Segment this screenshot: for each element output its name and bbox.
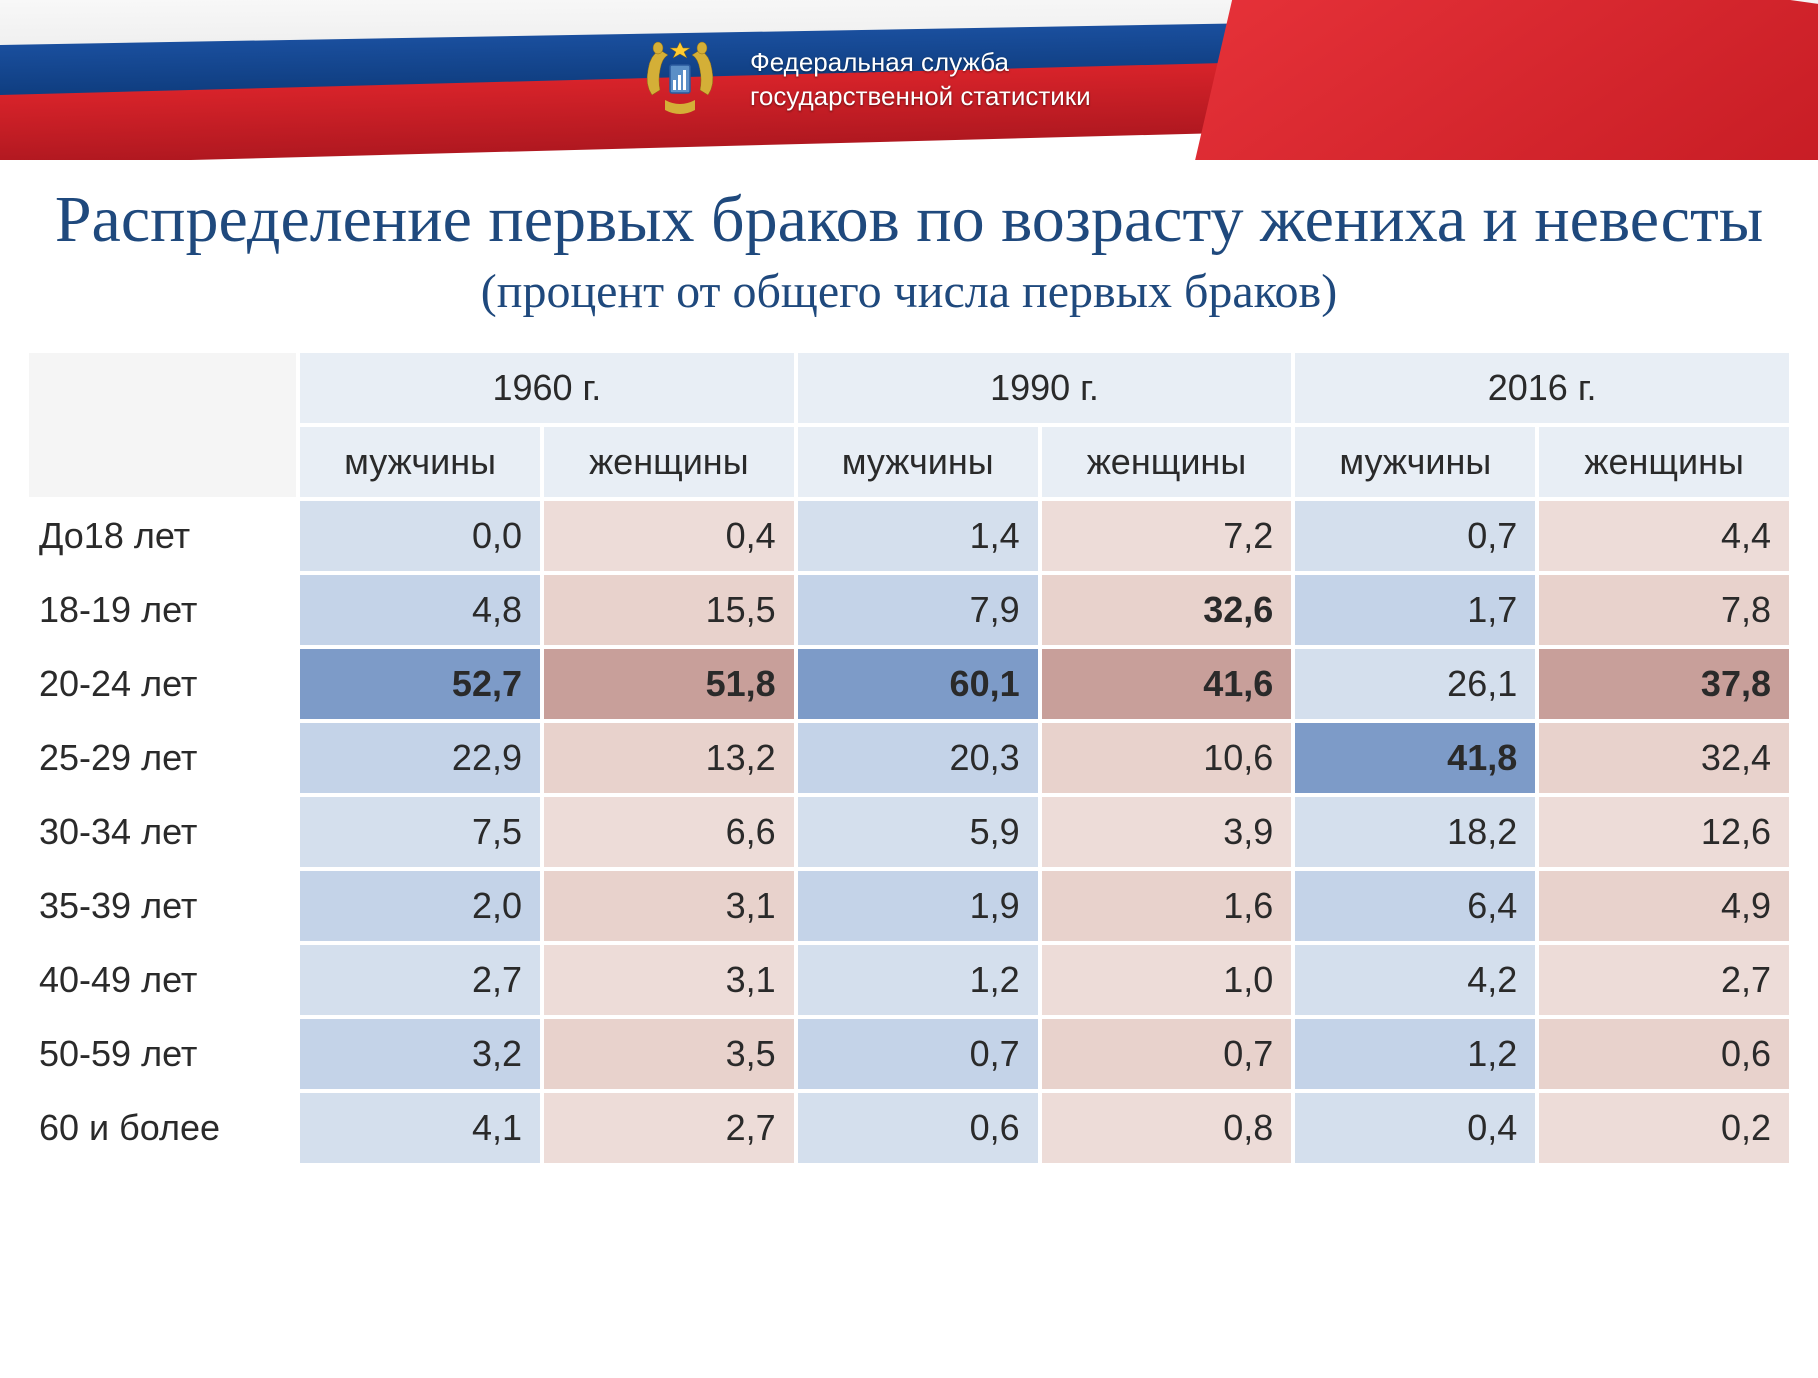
cell-male: 52,7 [300,649,540,719]
cell-female: 2,7 [544,1093,794,1163]
flag-drape-red [1193,0,1818,160]
year-header: 1990 г. [798,353,1292,423]
cell-female: 32,6 [1042,575,1292,645]
cell-female: 10,6 [1042,723,1292,793]
cell-male: 1,7 [1295,575,1535,645]
cell-female: 0,2 [1539,1093,1789,1163]
gender-header-female: женщины [1539,427,1789,497]
gender-header-male: мужчины [300,427,540,497]
gender-header-female: женщины [1042,427,1292,497]
cell-male: 4,2 [1295,945,1535,1015]
cell-male: 1,9 [798,871,1038,941]
row-label: До18 лет [29,501,296,571]
cell-male: 5,9 [798,797,1038,867]
cell-male: 0,7 [1295,501,1535,571]
year-header: 2016 г. [1295,353,1789,423]
cell-female: 7,2 [1042,501,1292,571]
cell-female: 3,9 [1042,797,1292,867]
header-content: Федеральная служба государственной стати… [630,30,1091,130]
cell-male: 20,3 [798,723,1038,793]
table-row: 18-19 лет4,815,57,932,61,77,8 [29,575,1789,645]
cell-male: 7,5 [300,797,540,867]
table-row: 20-24 лет52,751,860,141,626,137,8 [29,649,1789,719]
year-header-row: 1960 г. 1990 г. 2016 г. [29,353,1789,423]
cell-male: 6,4 [1295,871,1535,941]
header-org-name: Федеральная служба государственной стати… [750,46,1091,114]
table-row: 35-39 лет2,03,11,91,66,44,9 [29,871,1789,941]
year-header: 1960 г. [300,353,794,423]
cell-female: 0,4 [544,501,794,571]
cell-female: 0,7 [1042,1019,1292,1089]
cell-male: 4,8 [300,575,540,645]
cell-female: 7,8 [1539,575,1789,645]
header-org-line1: Федеральная служба [750,46,1091,80]
gender-header-female: женщины [544,427,794,497]
cell-male: 1,2 [798,945,1038,1015]
cell-female: 3,1 [544,871,794,941]
cell-male: 26,1 [1295,649,1535,719]
cell-female: 51,8 [544,649,794,719]
row-label: 20-24 лет [29,649,296,719]
rosstat-emblem-icon [630,30,730,130]
corner-cell [29,353,296,497]
cell-male: 3,2 [300,1019,540,1089]
cell-male: 1,4 [798,501,1038,571]
cell-male: 0,0 [300,501,540,571]
row-label: 35-39 лет [29,871,296,941]
cell-female: 32,4 [1539,723,1789,793]
cell-female: 2,7 [1539,945,1789,1015]
cell-male: 0,6 [798,1093,1038,1163]
main-title-block: Распределение первых браков по возрасту … [0,180,1818,319]
row-label: 25-29 лет [29,723,296,793]
cell-female: 0,8 [1042,1093,1292,1163]
table-row: 30-34 лет7,56,65,93,918,212,6 [29,797,1789,867]
gender-header-male: мужчины [798,427,1038,497]
cell-male: 7,9 [798,575,1038,645]
cell-male: 2,0 [300,871,540,941]
cell-female: 41,6 [1042,649,1292,719]
cell-male: 4,1 [300,1093,540,1163]
row-label: 18-19 лет [29,575,296,645]
table-row: 50-59 лет3,23,50,70,71,20,6 [29,1019,1789,1089]
header-org-line2: государственной статистики [750,80,1091,114]
row-label: 30-34 лет [29,797,296,867]
cell-male: 41,8 [1295,723,1535,793]
header-banner: Федеральная служба государственной стати… [0,0,1818,160]
cell-female: 0,6 [1539,1019,1789,1089]
title-main: Распределение первых браков по возрасту … [40,180,1778,259]
table-row: 40-49 лет2,73,11,21,04,22,7 [29,945,1789,1015]
cell-female: 15,5 [544,575,794,645]
cell-female: 4,9 [1539,871,1789,941]
table-row: 25-29 лет22,913,220,310,641,832,4 [29,723,1789,793]
cell-female: 1,0 [1042,945,1292,1015]
table-row: До18 лет0,00,41,47,20,74,4 [29,501,1789,571]
cell-male: 60,1 [798,649,1038,719]
cell-male: 0,4 [1295,1093,1535,1163]
row-label: 60 и более [29,1093,296,1163]
cell-female: 6,6 [544,797,794,867]
row-label: 40-49 лет [29,945,296,1015]
cell-female: 13,2 [544,723,794,793]
table-body: До18 лет0,00,41,47,20,74,418-19 лет4,815… [29,501,1789,1163]
cell-female: 4,4 [1539,501,1789,571]
marriage-distribution-table: 1960 г. 1990 г. 2016 г. мужчины женщины … [25,349,1793,1167]
cell-male: 1,2 [1295,1019,1535,1089]
table-head: 1960 г. 1990 г. 2016 г. мужчины женщины … [29,353,1789,497]
cell-male: 22,9 [300,723,540,793]
cell-female: 12,6 [1539,797,1789,867]
cell-female: 3,1 [544,945,794,1015]
cell-male: 0,7 [798,1019,1038,1089]
gender-header-male: мужчины [1295,427,1535,497]
cell-female: 1,6 [1042,871,1292,941]
table-row: 60 и более4,12,70,60,80,40,2 [29,1093,1789,1163]
title-sub: (процент от общего числа первых браков) [40,264,1778,319]
cell-male: 18,2 [1295,797,1535,867]
row-label: 50-59 лет [29,1019,296,1089]
cell-male: 2,7 [300,945,540,1015]
cell-female: 3,5 [544,1019,794,1089]
cell-female: 37,8 [1539,649,1789,719]
